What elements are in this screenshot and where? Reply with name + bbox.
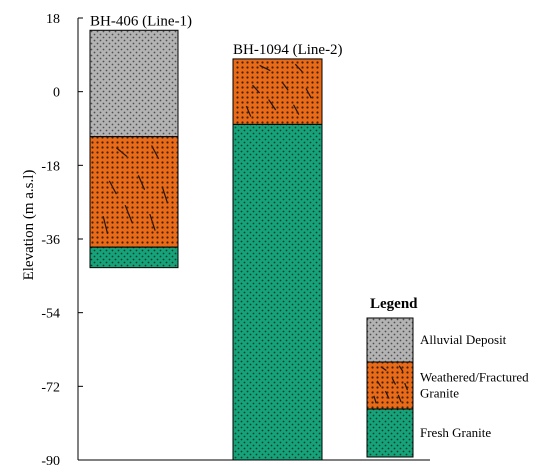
fracture-line (376, 380, 382, 387)
legend-label: Weathered/Fractured (420, 370, 529, 385)
fracture-line (398, 365, 404, 372)
borehole-column: BH-1094 (Line-2) (232, 42, 343, 461)
fracture-line (391, 378, 397, 385)
fracture-line (404, 382, 409, 391)
y-tick-label: -54 (41, 307, 60, 322)
fracture-line (116, 147, 128, 158)
fracture-line (397, 394, 402, 403)
fracture-line (137, 175, 146, 190)
fracture-line (268, 99, 277, 111)
borehole-layer (89, 246, 179, 269)
legend-swatch (366, 408, 414, 458)
legend-label: Fresh Granite (420, 425, 491, 440)
legend-item: Fresh Granite (366, 408, 491, 458)
legend-label: Granite (420, 386, 459, 401)
borehole-layer (232, 58, 323, 125)
fracture-line (252, 84, 261, 94)
borehole-layer (89, 136, 179, 248)
fracture-line (151, 145, 160, 160)
fracture-line (384, 390, 390, 399)
y-axis-ticks: 18 0 -18 -36 -54 -72 -90 (41, 12, 83, 469)
fracture-line (124, 204, 133, 224)
borehole-layer (89, 29, 179, 138)
borehole-label: BH-406 (Line-1) (90, 13, 192, 29)
legend-swatch (366, 317, 414, 363)
y-tick-label: -18 (41, 159, 60, 174)
fracture-line (102, 216, 109, 235)
fracture-line (161, 186, 169, 204)
y-tick-label: 18 (46, 12, 60, 27)
fracture-line (373, 395, 377, 404)
fracture-line (149, 213, 156, 231)
y-axis-label: Elevation (m a.s.l) (21, 170, 37, 281)
fracture-line (305, 88, 312, 99)
borehole-layer (232, 123, 323, 461)
legend-item: Alluvial Deposit (366, 317, 507, 363)
fracture-line (281, 81, 289, 91)
borehole-columns: BH-406 (Line-1) BH-1094 (Line-2) (89, 13, 343, 461)
borehole-label: BH-1094 (Line-2) (233, 42, 343, 58)
fracture-line (108, 180, 117, 195)
fracture-line (292, 104, 300, 115)
fracture-line (294, 63, 303, 73)
y-tick-label: -90 (41, 454, 60, 469)
legend: Legend Alluvial Deposit Weathered/Fractur… (366, 296, 529, 458)
y-tick-label: 0 (53, 86, 60, 101)
legend-label: Alluvial Deposit (420, 332, 507, 347)
fracture-line (259, 64, 271, 72)
y-tick-label: -36 (41, 233, 60, 248)
y-tick-label: -72 (41, 380, 60, 395)
fracture-line (245, 105, 252, 117)
legend-title: Legend (370, 296, 418, 312)
borehole-column: BH-406 (Line-1) (89, 13, 192, 269)
fracture-line (380, 366, 387, 371)
